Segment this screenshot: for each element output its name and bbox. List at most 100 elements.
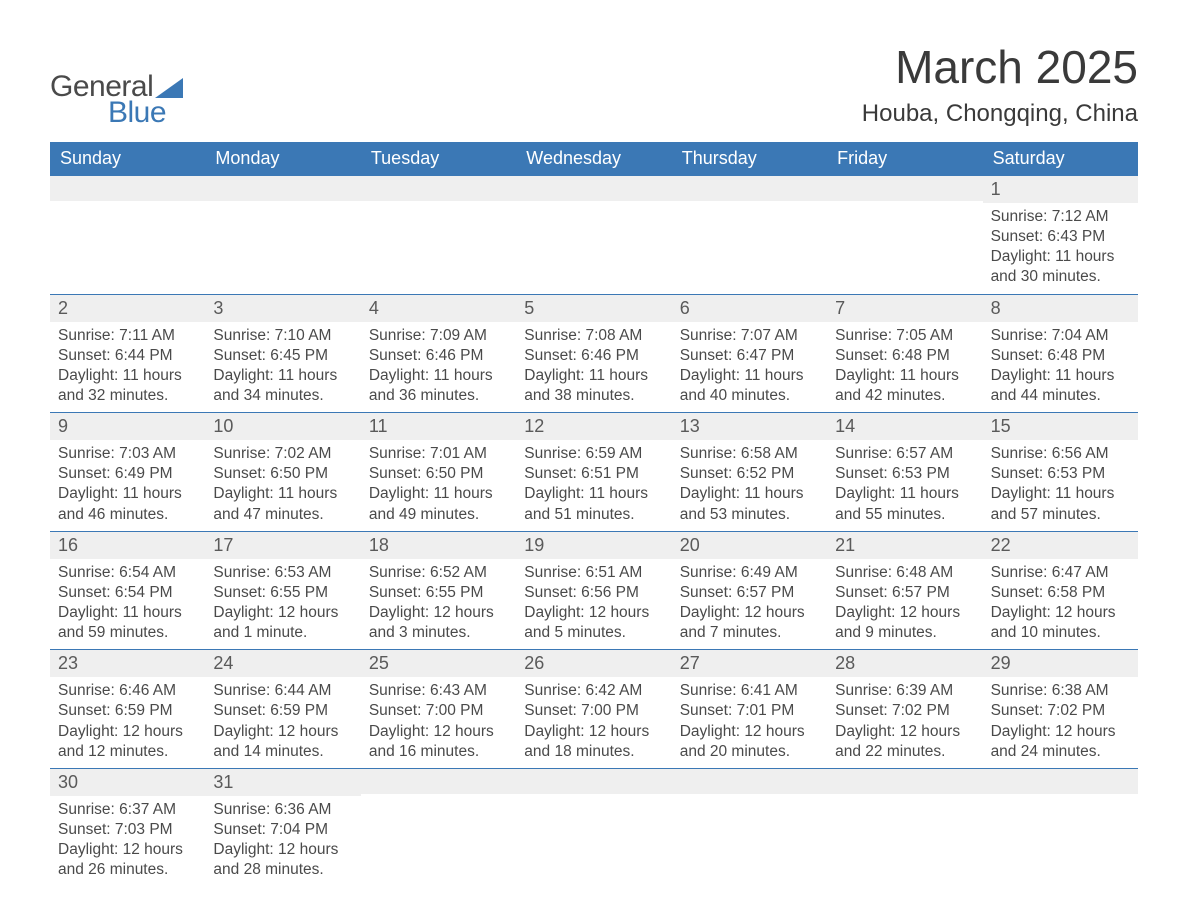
sunrise-line: Sunrise: 6:54 AM <box>58 563 197 583</box>
day-cell: 12Sunrise: 6:59 AMSunset: 6:51 PMDayligh… <box>516 412 671 531</box>
day-cell: 23Sunrise: 6:46 AMSunset: 6:59 PMDayligh… <box>50 649 205 768</box>
day-number: 23 <box>50 649 205 677</box>
daylight-line: Daylight: 12 hours and 5 minutes. <box>524 603 663 643</box>
day-body: Sunrise: 6:57 AMSunset: 6:53 PMDaylight:… <box>827 440 982 531</box>
daylight-line: Daylight: 11 hours and 36 minutes. <box>369 366 508 406</box>
dow-wednesday: Wednesday <box>516 142 671 175</box>
sunset-line: Sunset: 6:46 PM <box>524 346 663 366</box>
daylight-line: Daylight: 11 hours and 57 minutes. <box>991 484 1130 524</box>
daylight-line: Daylight: 11 hours and 42 minutes. <box>835 366 974 406</box>
sunset-line: Sunset: 7:02 PM <box>835 701 974 721</box>
sunset-line: Sunset: 6:52 PM <box>680 464 819 484</box>
day-cell <box>50 175 205 294</box>
empty-day-bar <box>361 768 516 794</box>
sunset-line: Sunset: 7:02 PM <box>991 701 1130 721</box>
day-number: 27 <box>672 649 827 677</box>
sunrise-line: Sunrise: 7:12 AM <box>991 207 1130 227</box>
sunrise-line: Sunrise: 6:38 AM <box>991 681 1130 701</box>
day-number: 14 <box>827 412 982 440</box>
day-cell <box>361 768 516 887</box>
day-body: Sunrise: 7:12 AMSunset: 6:43 PMDaylight:… <box>983 203 1138 294</box>
day-body: Sunrise: 6:48 AMSunset: 6:57 PMDaylight:… <box>827 559 982 650</box>
day-number: 13 <box>672 412 827 440</box>
sunset-line: Sunset: 6:57 PM <box>835 583 974 603</box>
day-body: Sunrise: 7:05 AMSunset: 6:48 PMDaylight:… <box>827 322 982 413</box>
sunrise-line: Sunrise: 6:58 AM <box>680 444 819 464</box>
day-body: Sunrise: 7:02 AMSunset: 6:50 PMDaylight:… <box>205 440 360 531</box>
daylight-line: Daylight: 11 hours and 32 minutes. <box>58 366 197 406</box>
sunset-line: Sunset: 6:48 PM <box>835 346 974 366</box>
day-cell <box>672 175 827 294</box>
daylight-line: Daylight: 12 hours and 28 minutes. <box>213 840 352 880</box>
sunrise-line: Sunrise: 6:43 AM <box>369 681 508 701</box>
dow-sunday: Sunday <box>50 142 205 175</box>
day-cell <box>516 768 671 887</box>
sunrise-line: Sunrise: 6:44 AM <box>213 681 352 701</box>
sunrise-line: Sunrise: 7:10 AM <box>213 326 352 346</box>
daylight-line: Daylight: 12 hours and 9 minutes. <box>835 603 974 643</box>
day-cell <box>205 175 360 294</box>
daylight-line: Daylight: 12 hours and 24 minutes. <box>991 722 1130 762</box>
daylight-line: Daylight: 11 hours and 40 minutes. <box>680 366 819 406</box>
day-number: 20 <box>672 531 827 559</box>
dow-saturday: Saturday <box>983 142 1138 175</box>
logo: General Blue <box>50 70 183 130</box>
sunrise-line: Sunrise: 6:53 AM <box>213 563 352 583</box>
daylight-line: Daylight: 11 hours and 51 minutes. <box>524 484 663 524</box>
daylight-line: Daylight: 12 hours and 7 minutes. <box>680 603 819 643</box>
empty-day-body <box>827 201 982 292</box>
day-body: Sunrise: 6:52 AMSunset: 6:55 PMDaylight:… <box>361 559 516 650</box>
day-cell <box>516 175 671 294</box>
day-cell <box>827 768 982 887</box>
empty-day-bar <box>983 768 1138 794</box>
sunset-line: Sunset: 6:44 PM <box>58 346 197 366</box>
empty-day-bar <box>516 768 671 794</box>
empty-day-body <box>516 201 671 292</box>
day-body: Sunrise: 6:39 AMSunset: 7:02 PMDaylight:… <box>827 677 982 768</box>
sunset-line: Sunset: 6:50 PM <box>213 464 352 484</box>
sunset-line: Sunset: 6:49 PM <box>58 464 197 484</box>
day-cell <box>827 175 982 294</box>
sunrise-line: Sunrise: 7:11 AM <box>58 326 197 346</box>
day-body: Sunrise: 6:38 AMSunset: 7:02 PMDaylight:… <box>983 677 1138 768</box>
dow-monday: Monday <box>205 142 360 175</box>
day-number: 4 <box>361 294 516 322</box>
logo-word2: Blue <box>108 96 183 130</box>
day-number: 21 <box>827 531 982 559</box>
calendar: SundayMondayTuesdayWednesdayThursdayFrid… <box>50 142 1138 886</box>
sunrise-line: Sunrise: 6:39 AM <box>835 681 974 701</box>
day-number: 16 <box>50 531 205 559</box>
day-number: 29 <box>983 649 1138 677</box>
sunrise-line: Sunrise: 7:01 AM <box>369 444 508 464</box>
day-number: 17 <box>205 531 360 559</box>
day-cell <box>672 768 827 887</box>
day-number: 10 <box>205 412 360 440</box>
sunset-line: Sunset: 6:59 PM <box>58 701 197 721</box>
daylight-line: Daylight: 11 hours and 55 minutes. <box>835 484 974 524</box>
sunrise-line: Sunrise: 6:47 AM <box>991 563 1130 583</box>
daylight-line: Daylight: 12 hours and 12 minutes. <box>58 722 197 762</box>
day-cell: 26Sunrise: 6:42 AMSunset: 7:00 PMDayligh… <box>516 649 671 768</box>
sunrise-line: Sunrise: 7:09 AM <box>369 326 508 346</box>
day-cell: 22Sunrise: 6:47 AMSunset: 6:58 PMDayligh… <box>983 531 1138 650</box>
daylight-line: Daylight: 12 hours and 1 minute. <box>213 603 352 643</box>
dow-friday: Friday <box>827 142 982 175</box>
day-body: Sunrise: 6:49 AMSunset: 6:57 PMDaylight:… <box>672 559 827 650</box>
daylight-line: Daylight: 11 hours and 53 minutes. <box>680 484 819 524</box>
day-cell: 31Sunrise: 6:36 AMSunset: 7:04 PMDayligh… <box>205 768 360 887</box>
daylight-line: Daylight: 12 hours and 20 minutes. <box>680 722 819 762</box>
sunrise-line: Sunrise: 6:52 AM <box>369 563 508 583</box>
day-cell: 1Sunrise: 7:12 AMSunset: 6:43 PMDaylight… <box>983 175 1138 294</box>
week-row: 1Sunrise: 7:12 AMSunset: 6:43 PMDaylight… <box>50 175 1138 294</box>
daylight-line: Daylight: 12 hours and 3 minutes. <box>369 603 508 643</box>
day-cell: 24Sunrise: 6:44 AMSunset: 6:59 PMDayligh… <box>205 649 360 768</box>
day-body: Sunrise: 6:36 AMSunset: 7:04 PMDaylight:… <box>205 796 360 887</box>
days-of-week-row: SundayMondayTuesdayWednesdayThursdayFrid… <box>50 142 1138 175</box>
sunrise-line: Sunrise: 6:56 AM <box>991 444 1130 464</box>
day-number: 1 <box>983 175 1138 203</box>
daylight-line: Daylight: 11 hours and 30 minutes. <box>991 247 1130 287</box>
daylight-line: Daylight: 12 hours and 14 minutes. <box>213 722 352 762</box>
title-block: March 2025 Houba, Chongqing, China <box>862 40 1138 128</box>
day-body: Sunrise: 6:43 AMSunset: 7:00 PMDaylight:… <box>361 677 516 768</box>
day-number: 25 <box>361 649 516 677</box>
